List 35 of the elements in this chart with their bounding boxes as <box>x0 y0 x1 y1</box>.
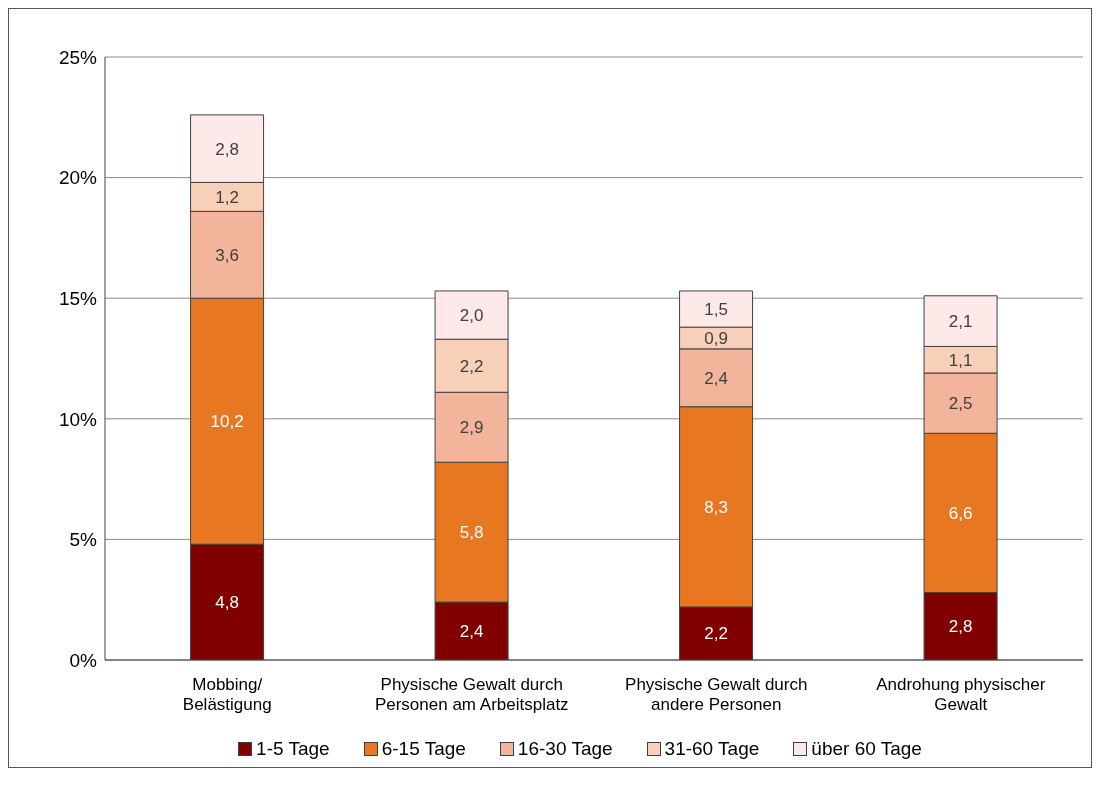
y-tick-label: 20% <box>58 167 98 189</box>
data-label: 2,2 <box>459 356 484 376</box>
data-label: 6,6 <box>948 503 973 523</box>
data-label: 5,8 <box>459 523 484 543</box>
data-label: 2,9 <box>459 418 484 438</box>
legend-label: über 60 Tage <box>811 738 922 760</box>
legend-label: 16-30 Tage <box>517 738 613 760</box>
data-label: 2,8 <box>215 139 239 159</box>
data-label: 2,4 <box>704 368 728 388</box>
legend-label: 31-60 Tage <box>664 738 760 760</box>
y-tick-label: 0% <box>69 649 98 671</box>
y-tick-label: 25% <box>58 46 98 68</box>
x-tick-label: Mobbing/ Belästigung <box>182 674 272 714</box>
data-label: 3,6 <box>215 245 239 265</box>
data-label: 1,1 <box>948 350 973 370</box>
legend-label: 1-5 Tage <box>256 738 330 760</box>
data-label: 4,8 <box>215 593 239 613</box>
y-tick-label: 10% <box>58 408 98 430</box>
data-label: 0,9 <box>704 328 728 348</box>
y-tick-label: 15% <box>58 287 98 309</box>
x-tick-label: Androhung physischer Gewalt <box>876 674 1046 714</box>
x-tick-label: Physische Gewalt durch andere Personen <box>625 674 808 714</box>
legend-label: 6-15 Tage <box>381 738 466 760</box>
data-label: 2,1 <box>948 312 973 332</box>
data-label: 1,2 <box>215 187 239 207</box>
y-tick-label: 5% <box>69 529 98 551</box>
data-label: 2,4 <box>459 622 484 642</box>
data-label: 2,2 <box>704 624 728 644</box>
data-label: 1,5 <box>704 300 728 319</box>
x-tick-label: Physische Gewalt durch Personen am Arbeitsplatz <box>374 674 569 714</box>
data-label: 2,8 <box>948 617 973 637</box>
data-label: 10,2 <box>210 412 244 432</box>
data-label: 8,3 <box>704 497 728 517</box>
data-label: 2,0 <box>459 306 484 326</box>
data-label: 2,5 <box>948 394 973 414</box>
